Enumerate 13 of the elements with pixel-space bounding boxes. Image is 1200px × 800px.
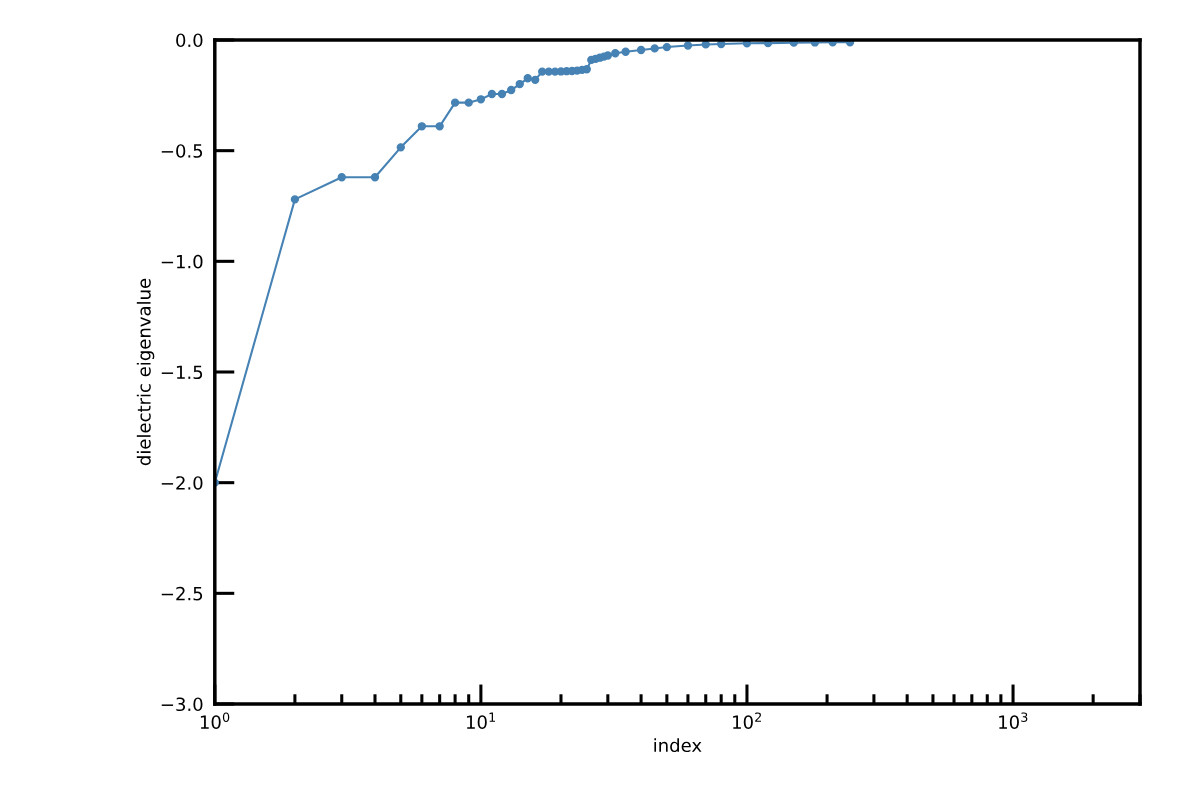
y-tick-label: −3.0 (161, 697, 203, 712)
x-tick-label: 10$^{2}$ (733, 712, 761, 729)
y-tick-label: −2.5 (161, 586, 203, 601)
y-tick-label: −1.0 (161, 254, 203, 269)
x-tick-label: 10$^{3}$ (999, 712, 1028, 729)
y-tick-label: −1.5 (161, 365, 203, 380)
x-tick-label: 10$^{1}$ (466, 712, 496, 729)
y-tick-label: −2.0 (161, 476, 203, 490)
y-tick-label: 0.0 (176, 33, 203, 48)
x-tick-label: 10$^{0}$ (200, 712, 230, 729)
y-tick-label: −0.5 (161, 144, 203, 158)
y-axis-title: dielectric eigenvalue (136, 278, 155, 466)
x-axis-title: index (654, 738, 702, 753)
